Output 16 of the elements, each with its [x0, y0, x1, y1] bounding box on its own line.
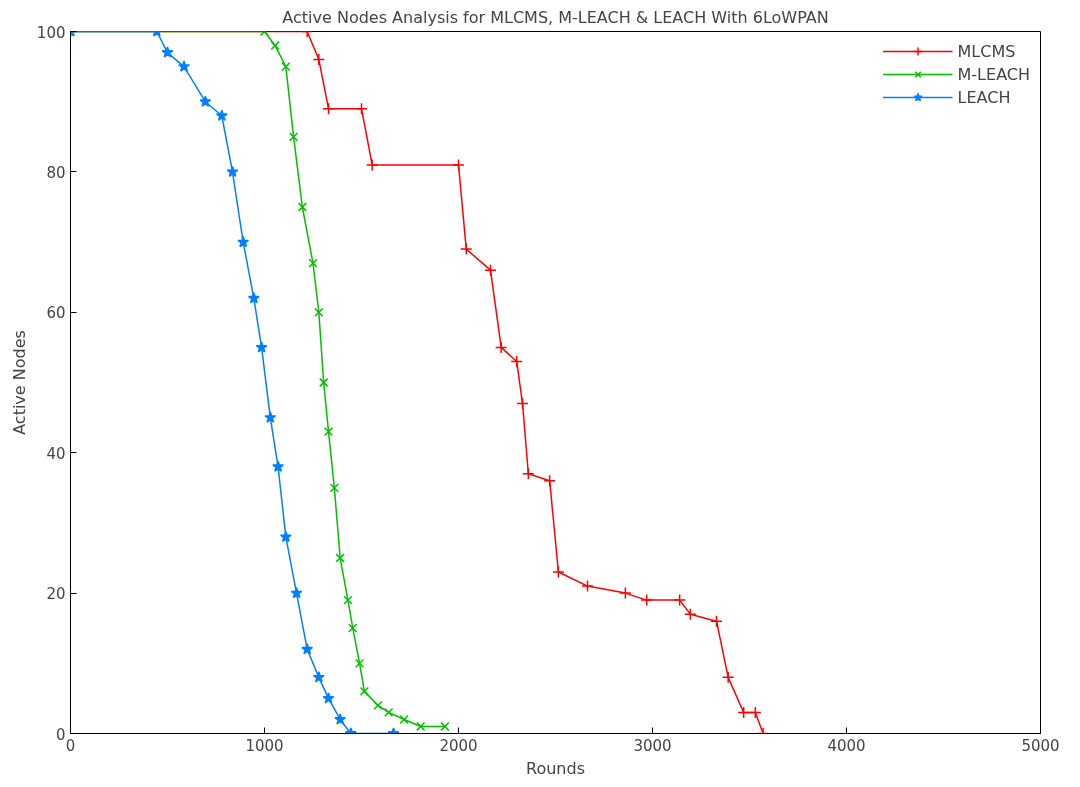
y-tick-label: 100 [36, 23, 66, 42]
x-axis-title: Rounds [526, 758, 585, 778]
y-axis-title: Active Nodes [9, 330, 29, 435]
y-tick-label: 80 [46, 163, 66, 182]
x-tick-label: 5000 [1021, 736, 1060, 755]
legend-label: M-LEACH [957, 64, 1030, 84]
chart-title: Active Nodes Analysis for MLCMS, M-LEACH & LEACH With 6LoWPAN [282, 7, 829, 27]
x-tick-label: 1000 [245, 736, 284, 755]
x-tick-label: 3000 [633, 736, 672, 755]
x-tick-label: 2000 [439, 736, 478, 755]
x-tick-label: 4000 [827, 736, 866, 755]
y-tick-label: 60 [46, 304, 66, 323]
y-tick-label: 20 [46, 585, 66, 604]
legend-label: MLCMS [957, 41, 1016, 61]
y-tick-label: 40 [46, 444, 66, 463]
legend-label: LEACH [957, 87, 1011, 107]
